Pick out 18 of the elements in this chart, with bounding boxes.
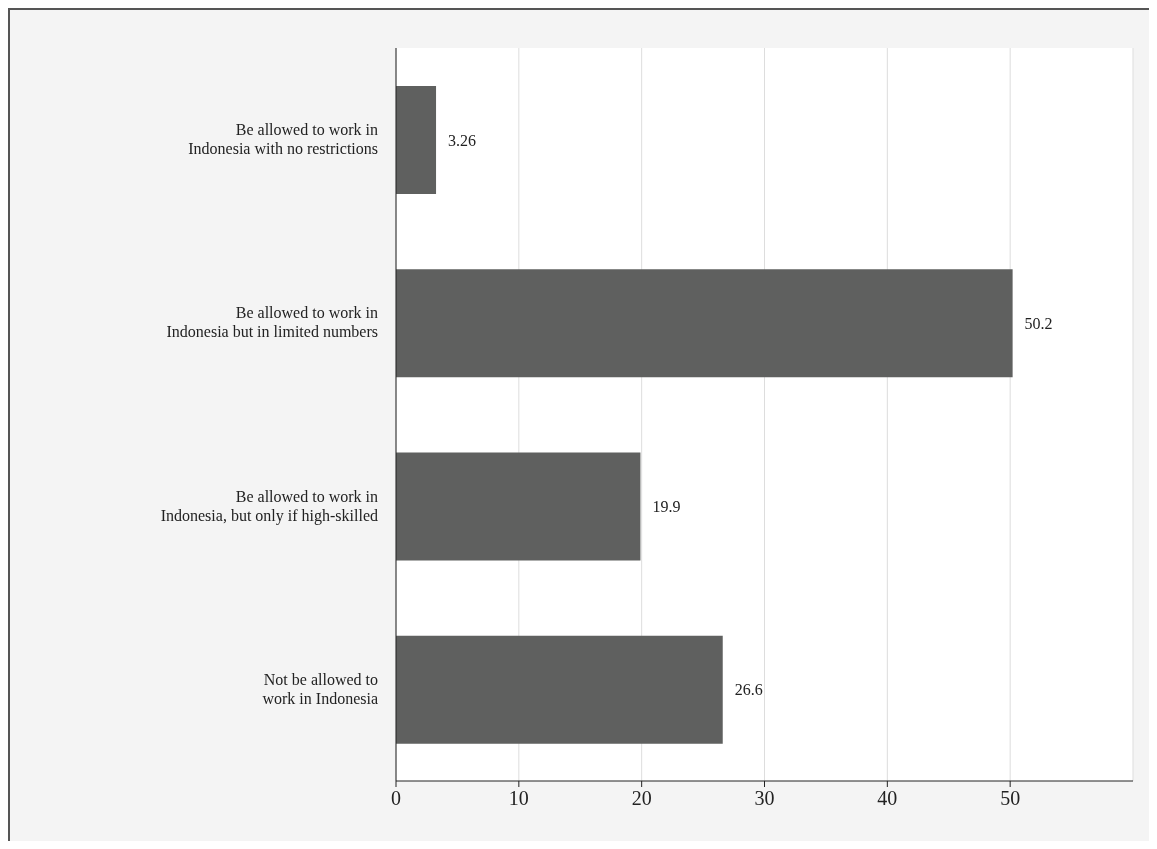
- data-label: 26.6: [734, 681, 763, 699]
- bar: [396, 86, 437, 194]
- data-label: 50.2: [1024, 314, 1053, 332]
- bar: [396, 269, 1013, 378]
- data-label: 19.9: [652, 498, 681, 516]
- data-label: 3.26: [448, 131, 477, 149]
- y-tick-label: Be allowed to work in Indonesia, but only if high-skilled: [160, 487, 378, 525]
- y-tick-label: Be allowed to work in Indonesia with no restrictions: [188, 121, 378, 158]
- bar: [396, 452, 641, 561]
- y-tick-label: Be allowed to work in Indonesia but in limited numbers: [166, 304, 378, 341]
- x-tick-label: 30: [754, 787, 775, 810]
- x-tick-label: 0: [391, 787, 401, 810]
- x-tick-label: 20: [631, 787, 652, 810]
- x-tick-label: 10: [508, 787, 529, 810]
- y-tick-label: Not be allowed to work in Indonesia: [262, 670, 378, 707]
- x-tick-label: 40: [877, 787, 898, 810]
- bar: [396, 635, 723, 744]
- x-tick-label: 50: [1000, 787, 1021, 810]
